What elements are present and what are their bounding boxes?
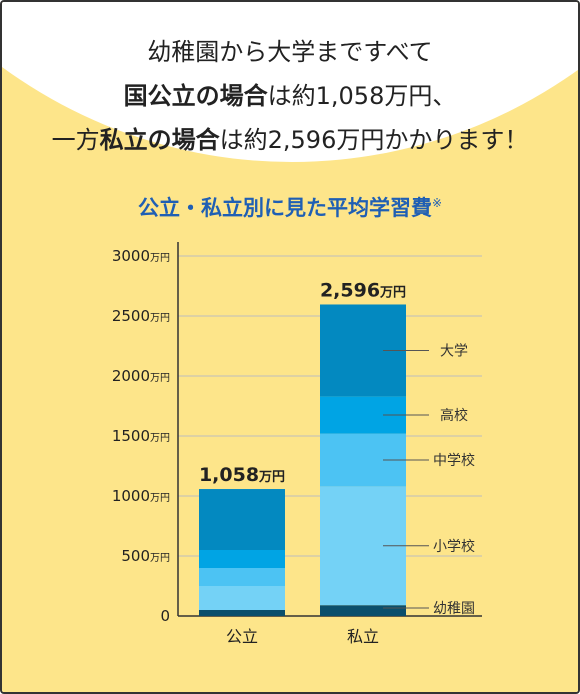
segment-label-幼稚園: 幼稚園 — [433, 601, 475, 617]
headline-private-emphasis: 私立の場合 — [99, 126, 220, 154]
total-label-私立: 2,596万円 — [320, 279, 406, 301]
y-tick-label-0: 0 — [160, 607, 170, 625]
headline: 幼稚園から大学まですべて 国公立の場合は約1,058万円、 一方私立の場合は約2… — [2, 30, 578, 162]
y-tick-label-1000: 1000万円 — [112, 487, 170, 505]
bar-公立-中学校 — [199, 568, 285, 586]
headline-line-3: 一方私立の場合は約2,596万円かかります！ — [2, 118, 578, 162]
headline-line-1: 幼稚園から大学まですべて — [147, 38, 433, 66]
y-tick-label-3000: 3000万円 — [112, 247, 170, 265]
total-label-公立: 1,058万円 — [199, 464, 285, 486]
headline-public-amount: は約1,058万円、 — [267, 82, 457, 110]
bar-公立-幼稚園 — [199, 610, 285, 616]
x-tick-label-私立: 私立 — [347, 627, 379, 646]
bar-公立-小学校 — [199, 586, 285, 610]
y-tick-label-1500: 1500万円 — [112, 427, 170, 445]
bar-私立-幼稚園 — [320, 605, 406, 616]
y-tick-label-2500: 2500万円 — [112, 307, 170, 325]
segment-label-高校: 高校 — [440, 407, 468, 424]
headline-public-emphasis: 国公立の場合 — [123, 82, 268, 110]
headline-line-2: 国公立の場合は約1,058万円、 — [2, 74, 578, 118]
bar-公立-大学 — [199, 489, 285, 550]
segment-label-大学: 大学 — [440, 343, 468, 359]
y-tick-label-500: 500万円 — [121, 547, 170, 565]
segment-label-中学校: 中学校 — [433, 452, 475, 469]
y-tick-label-2000: 2000万円 — [112, 367, 170, 385]
chart-title-text: 公立・私立別に見た平均学習費 — [137, 196, 432, 220]
x-tick-label-公立: 公立 — [226, 627, 258, 646]
bar-公立-高校 — [199, 550, 285, 568]
headline-private-amount: は約2,596万円かかります！ — [219, 126, 529, 154]
footnote-mark: ※ — [431, 196, 443, 210]
segment-label-小学校: 小学校 — [433, 538, 475, 555]
headline-line-3-prefix: 一方 — [51, 126, 100, 154]
chart-title: 公立・私立別に見た平均学習費※ — [2, 192, 578, 222]
